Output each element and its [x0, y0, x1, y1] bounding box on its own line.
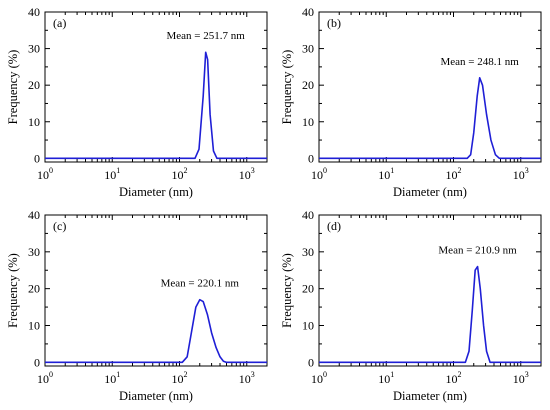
- x-tick-label: 103: [513, 370, 529, 386]
- x-tick-exponent: 1: [390, 370, 394, 379]
- x-tick-exponent: 2: [184, 370, 188, 379]
- x-tick-exponent: 3: [525, 166, 529, 175]
- x-tick-label: 101: [378, 370, 394, 386]
- x-tick-label: 101: [104, 166, 120, 182]
- x-tick-label: 103: [513, 166, 529, 182]
- x-axis-label: Diameter (nm): [393, 389, 467, 403]
- y-tick-label: 20: [28, 78, 40, 92]
- y-tick-label: 20: [302, 78, 314, 92]
- y-tick-label: 10: [302, 115, 314, 129]
- y-tick-label: 40: [302, 5, 314, 19]
- x-tick-exponent: 1: [390, 166, 394, 175]
- x-axis-label: Diameter (nm): [119, 389, 193, 403]
- panel-label: (a): [53, 16, 66, 30]
- y-tick-label: 0: [308, 151, 314, 165]
- mean-annotation: Mean = 251.7 nm: [167, 30, 246, 42]
- x-tick-base: 10: [172, 372, 184, 386]
- x-tick-label: 100: [311, 166, 327, 182]
- x-tick-base: 10: [378, 168, 390, 182]
- mean-annotation: Mean = 220.1 nm: [161, 278, 240, 290]
- x-tick-base: 10: [37, 372, 49, 386]
- y-tick-label: 10: [28, 318, 40, 332]
- x-tick-exponent: 0: [49, 166, 53, 175]
- x-axis-label: Diameter (nm): [393, 185, 467, 199]
- plot-frame: [44, 11, 268, 163]
- x-tick-base: 10: [239, 372, 251, 386]
- x-tick-label: 102: [172, 166, 188, 182]
- y-tick-label: 20: [302, 282, 314, 296]
- x-tick-label: 103: [239, 166, 255, 182]
- y-tick-label: 10: [302, 318, 314, 332]
- x-tick-exponent: 3: [251, 370, 255, 379]
- y-tick-label: 20: [28, 282, 40, 296]
- y-tick-label: 40: [28, 208, 40, 222]
- y-tick-label: 0: [34, 151, 40, 165]
- x-tick-base: 10: [239, 168, 251, 182]
- plot-frame: [318, 11, 542, 163]
- x-tick-base: 10: [378, 372, 390, 386]
- plot-frame: [44, 214, 268, 367]
- y-tick-label: 40: [28, 5, 40, 19]
- x-tick-base: 10: [104, 168, 116, 182]
- size-distribution-line: [45, 51, 267, 160]
- x-tick-base: 10: [104, 372, 116, 386]
- x-tick-exponent: 2: [458, 166, 462, 175]
- x-tick-label: 102: [446, 166, 462, 182]
- x-tick-label: 103: [239, 370, 255, 386]
- x-tick-label: 102: [446, 370, 462, 386]
- x-tick-exponent: 0: [323, 166, 327, 175]
- x-tick-base: 10: [513, 372, 525, 386]
- y-tick-label: 40: [302, 208, 314, 222]
- y-tick-label: 30: [28, 42, 40, 56]
- x-tick-label: 101: [378, 166, 394, 182]
- x-tick-base: 10: [172, 168, 184, 182]
- panel-label: (c): [53, 219, 66, 233]
- y-tick-label: 30: [28, 245, 40, 259]
- y-tick-label: 30: [302, 42, 314, 56]
- x-tick-base: 10: [446, 372, 458, 386]
- x-axis-label: Diameter (nm): [119, 185, 193, 199]
- x-tick-label: 102: [172, 370, 188, 386]
- x-tick-base: 10: [311, 168, 323, 182]
- x-tick-exponent: 2: [458, 370, 462, 379]
- size-distribution-line: [319, 77, 541, 160]
- y-axis-label: Frequency (%): [280, 253, 294, 328]
- x-tick-base: 10: [311, 372, 323, 386]
- x-tick-exponent: 1: [116, 370, 120, 379]
- x-tick-base: 10: [37, 168, 49, 182]
- panel-label: (b): [327, 16, 341, 30]
- x-tick-base: 10: [513, 168, 525, 182]
- x-tick-exponent: 0: [323, 370, 327, 379]
- x-tick-label: 100: [311, 370, 327, 386]
- y-axis-label: Frequency (%): [6, 253, 20, 328]
- x-tick-base: 10: [446, 168, 458, 182]
- y-tick-label: 30: [302, 245, 314, 259]
- x-tick-exponent: 1: [116, 166, 120, 175]
- x-tick-exponent: 3: [525, 370, 529, 379]
- x-tick-exponent: 2: [184, 166, 188, 175]
- mean-annotation: Mean = 248.1 nm: [441, 56, 520, 68]
- x-tick-exponent: 0: [49, 370, 53, 379]
- y-tick-label: 0: [34, 355, 40, 369]
- panel-label: (d): [327, 219, 341, 233]
- y-tick-label: 0: [308, 355, 314, 369]
- size-distribution-line: [319, 265, 541, 364]
- y-axis-label: Frequency (%): [6, 50, 20, 125]
- size-distribution-line: [45, 298, 267, 364]
- x-tick-label: 100: [37, 166, 53, 182]
- x-tick-label: 101: [104, 370, 120, 386]
- y-tick-label: 10: [28, 115, 40, 129]
- mean-annotation: Mean = 210.9 nm: [438, 245, 517, 257]
- x-tick-exponent: 3: [251, 166, 255, 175]
- x-tick-label: 100: [37, 370, 53, 386]
- plot-frame: [318, 214, 542, 367]
- y-axis-label: Frequency (%): [280, 50, 294, 125]
